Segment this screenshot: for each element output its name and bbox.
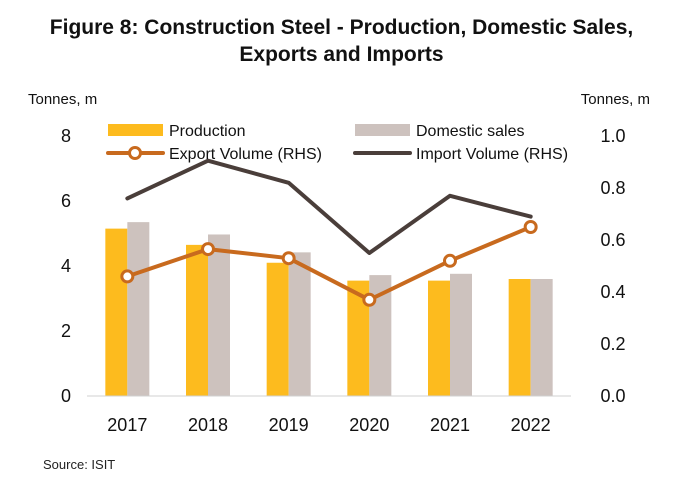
legend-label-export-volume-rhs-: Export Volume (RHS) — [169, 146, 322, 163]
y-axis-right-label: Tonnes, m — [581, 91, 650, 108]
y-left-tick-label: 8 — [61, 126, 71, 146]
bar-domestic-sales-2020 — [369, 275, 392, 396]
point-export-volume-rhs--2019 — [281, 251, 296, 266]
y-right-tick-label: 0.8 — [600, 178, 625, 198]
bar-production-2019 — [266, 262, 289, 396]
x-tick-label: 2021 — [430, 415, 470, 435]
y-left-tick-label: 4 — [61, 256, 71, 276]
point-export-volume-rhs--2017 — [120, 269, 135, 284]
source-note: Source: ISIT — [43, 457, 116, 472]
bar-domestic-sales-2019 — [288, 252, 311, 396]
bar-production-2020 — [347, 280, 370, 396]
chart-title-line-2: Exports and Imports — [239, 43, 444, 66]
y-axis-left-label: Tonnes, m — [28, 91, 97, 108]
legend-swatch-production — [108, 124, 163, 136]
bar-production-2018 — [186, 244, 208, 396]
line-export-volume-rhs- — [125, 225, 533, 302]
y-left-tick-label: 6 — [61, 191, 71, 211]
y-left-tick-label: 0 — [61, 386, 71, 406]
bars-group — [105, 222, 553, 396]
bar-domestic-sales-2018 — [208, 234, 230, 396]
legend: Production Domestic sales Export Volume (R… — [106, 123, 568, 163]
point-export-volume-rhs--2022 — [523, 220, 538, 234]
legend-swatch-domestic-sales — [355, 124, 410, 136]
bar-domestic-sales-2021 — [450, 273, 472, 396]
x-tick-label: 2017 — [107, 415, 147, 435]
x-tick-label: 2020 — [349, 415, 389, 435]
point-export-volume-rhs--2018 — [201, 242, 215, 257]
point-export-volume-rhs--2020 — [362, 292, 377, 307]
y-left-tick-label: 2 — [61, 321, 71, 341]
tick-labels: 0 2 4 6 8 0.0 0.2 0.4 0.6 0.8 1.0 2017 2018 2019 2020 2… — [61, 126, 626, 435]
x-tick-label: 2022 — [511, 415, 551, 435]
y-right-tick-label: 0.4 — [600, 282, 625, 302]
legend-label-import-volume-rhs-: Import Volume (RHS) — [416, 146, 568, 163]
legend-label-production: Production — [169, 123, 246, 140]
bar-production-2017 — [105, 228, 128, 396]
legend-marker-export-volume-rhs- — [128, 146, 142, 160]
chart-title-line-1: Figure 8: Construction Steel - Productio… — [49, 16, 634, 39]
line-import-volume-rhs- — [125, 158, 533, 255]
bar-production-2021 — [428, 280, 450, 396]
bar-domestic-sales-2022 — [530, 279, 553, 396]
y-right-tick-label: 0.2 — [600, 334, 625, 354]
point-export-volume-rhs--2021 — [443, 253, 457, 268]
bar-production-2022 — [508, 279, 531, 396]
chart-title: Figure 8: Construction Steel - Productio… — [0, 14, 683, 68]
x-tick-label: 2019 — [269, 415, 309, 435]
y-right-tick-label: 1.0 — [600, 126, 625, 146]
y-right-tick-label: 0.6 — [600, 230, 625, 250]
x-tick-label: 2018 — [188, 415, 228, 435]
legend-label-domestic-sales: Domestic sales — [416, 123, 524, 140]
bar-domestic-sales-2017 — [127, 222, 150, 396]
y-right-tick-label: 0.0 — [600, 386, 625, 406]
lines-group — [120, 158, 538, 307]
